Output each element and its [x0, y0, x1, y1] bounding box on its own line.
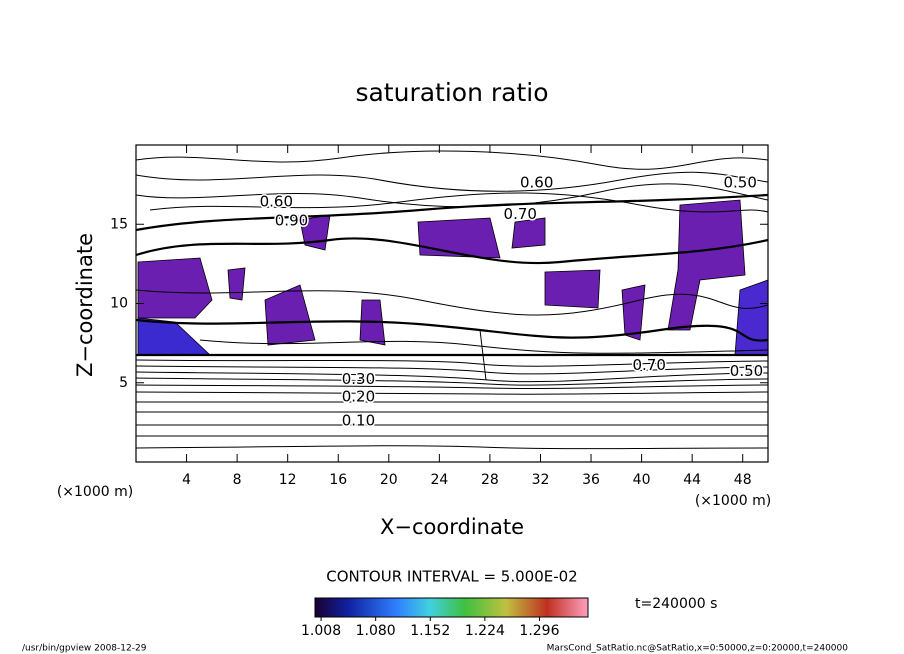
y-tick-label: 5 [119, 375, 128, 391]
y-axis-label: Z−coordinate [73, 233, 97, 377]
colorbar-tick-label: 1.224 [465, 623, 505, 639]
x-tick-label: 8 [233, 472, 242, 488]
colorbar-tick-label: 1.080 [356, 623, 396, 639]
contour-label: 0.60 [260, 193, 293, 211]
colorbar-tick-label: 1.008 [301, 623, 341, 639]
x-axis-label: X−coordinate [380, 515, 524, 539]
x-tick-label: 28 [481, 472, 499, 488]
contour-label: 0.20 [342, 388, 375, 406]
contour-label: 0.70 [504, 205, 537, 223]
x-tick-label: 16 [329, 472, 347, 488]
contour-label: 0.90 [275, 212, 308, 230]
contour-label: 0.10 [342, 411, 375, 429]
x-tick-label: 12 [279, 472, 297, 488]
contour-label: 0.50 [723, 174, 756, 192]
x-tick-label: 44 [683, 472, 701, 488]
x-unit: (×1000 m) [695, 493, 771, 509]
contour-label: 0.60 [520, 174, 553, 192]
contour-label: 0.50 [730, 362, 763, 380]
field [135, 150, 769, 450]
y-unit: (×1000 m) [57, 484, 133, 500]
x-tick-label: 24 [430, 472, 448, 488]
x-tick-label: 4 [182, 472, 191, 488]
colorbar [314, 597, 589, 618]
colorbar-tick-label: 1.296 [519, 623, 559, 639]
x-tick-label: 32 [532, 472, 550, 488]
x-tick-label: 20 [380, 472, 398, 488]
colorbar-tick-label: 1.152 [410, 623, 450, 639]
x-tick-label: 36 [582, 472, 600, 488]
contour-label: 0.70 [632, 356, 665, 374]
contour-interval: CONTOUR INTERVAL = 5.000E-02 [326, 568, 577, 586]
y-tick-label: 10 [110, 296, 128, 312]
x-tick-label: 40 [633, 472, 651, 488]
footer-right: MarsCond_SatRatio.nc@SatRatio,x=0:50000,… [547, 644, 849, 654]
contour-label: 0.30 [342, 370, 375, 388]
chart-title: saturation ratio [355, 78, 548, 107]
time-label: t=240000 s [635, 596, 717, 612]
footer-left: /usr/bin/gpview 2008-12-29 [22, 644, 147, 654]
x-tick-label: 48 [734, 472, 752, 488]
y-tick-label: 15 [110, 216, 128, 232]
